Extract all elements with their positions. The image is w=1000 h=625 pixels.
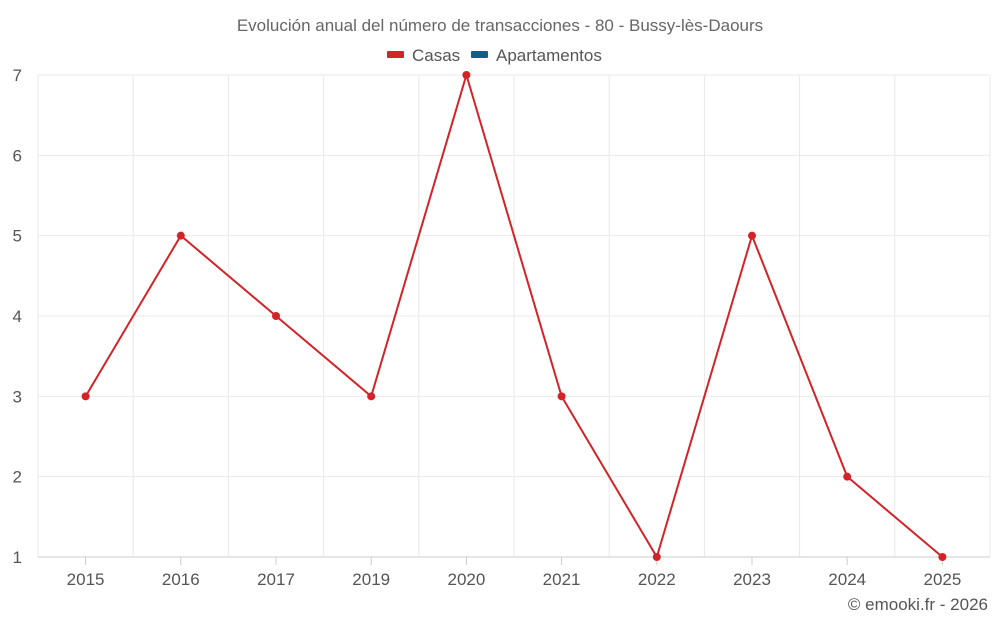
legend-label-apartamentos: Apartamentos xyxy=(496,46,602,65)
x-tick-label-2025: 2025 xyxy=(923,570,961,589)
data-point-casas-2017[interactable] xyxy=(272,312,280,320)
y-axis-ticks: 1 2 3 4 5 6 7 xyxy=(13,66,22,567)
x-tick-label-2020: 2020 xyxy=(447,570,485,589)
x-tick-label-2024: 2024 xyxy=(828,570,866,589)
data-point-casas-2024[interactable] xyxy=(843,472,852,481)
x-tick-label-2021: 2021 xyxy=(543,570,581,589)
data-point-casas-2022[interactable] xyxy=(652,553,661,561)
x-tick-label-2022: 2022 xyxy=(638,570,676,589)
legend-swatch-casas xyxy=(387,51,404,58)
series-line-casas xyxy=(84,74,944,558)
y-tick-label-6: 6 xyxy=(13,146,22,165)
x-axis-ticks: 2015 2016 2017 2019 2020 2021 2022 2023 2024 2025 xyxy=(67,557,961,589)
legend-item-casas[interactable]: Casas xyxy=(387,46,460,65)
x-tick-label-2016: 2016 xyxy=(162,570,200,589)
data-point-casas-2021[interactable] xyxy=(557,392,566,401)
y-tick-label-4: 4 xyxy=(13,307,22,326)
x-tick-label-2023: 2023 xyxy=(733,570,771,589)
data-point-casas-2015[interactable] xyxy=(81,392,90,401)
legend: Casas Apartamentos xyxy=(387,46,602,65)
y-tick-label-2: 2 xyxy=(13,468,22,487)
legend-item-apartamentos[interactable]: Apartamentos xyxy=(471,46,602,65)
legend-swatch-apartamentos xyxy=(471,51,488,58)
y-tick-label-7: 7 xyxy=(13,66,22,85)
data-point-casas-2020[interactable] xyxy=(462,71,471,79)
y-tick-label-5: 5 xyxy=(13,227,22,246)
legend-label-casas: Casas xyxy=(412,46,460,65)
data-point-casas-2019[interactable] xyxy=(367,392,376,401)
credit-text[interactable]: © emooki.fr - 2026 xyxy=(848,595,988,614)
x-tick-label-2019: 2019 xyxy=(352,570,390,589)
x-tick-label-2015: 2015 xyxy=(67,570,105,589)
series-layer xyxy=(81,71,947,561)
x-tick-label-2017: 2017 xyxy=(257,570,295,589)
chart-title: Evolución anual del número de transaccio… xyxy=(237,16,763,35)
data-point-casas-2023[interactable] xyxy=(748,231,756,240)
data-point-casas-2025[interactable] xyxy=(938,553,947,561)
data-point-casas-2016[interactable] xyxy=(176,231,185,240)
y-tick-label-1: 1 xyxy=(13,548,22,567)
y-tick-label-3: 3 xyxy=(13,387,22,406)
